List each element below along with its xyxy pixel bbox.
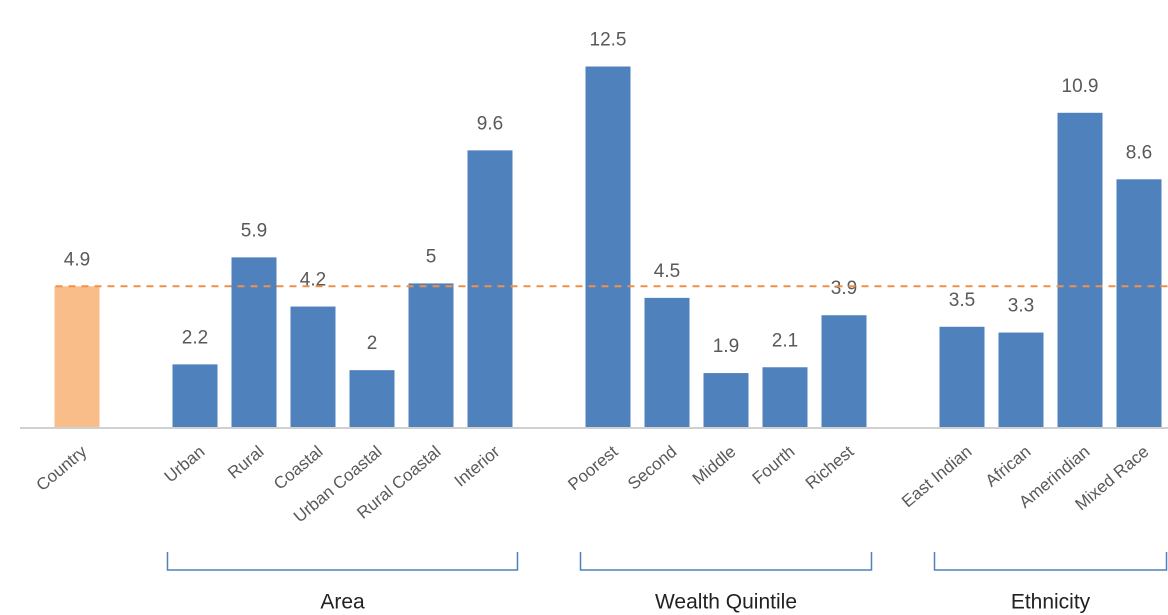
bar [231,257,277,428]
bar [467,150,513,429]
value-label: 4.9 [64,249,90,270]
bar [585,66,631,428]
bar [821,315,867,428]
group-bracket [166,552,519,571]
value-label: 1.9 [713,336,739,357]
value-label: 4.5 [654,261,680,282]
x-tick-label: African [982,442,1035,491]
value-label: 10.9 [1062,76,1099,97]
bar [54,286,100,428]
bar [1116,179,1162,428]
value-label: 5.9 [241,220,267,241]
bar [762,367,808,428]
value-label: 3.3 [1008,296,1034,317]
value-label: 3.5 [949,290,975,311]
x-tick-label: Richest [802,442,858,493]
group-label: Ethnicity [1011,591,1091,614]
group-label: Area [320,591,365,614]
x-tick-label: Rural [224,442,267,483]
x-tick-label: Fourth [749,442,799,488]
group-bracket [579,552,873,571]
group-label: Wealth Quintile [655,591,797,614]
group-bracket [933,552,1168,571]
x-tick-label: Poorest [564,442,621,494]
value-label: 2.1 [772,330,798,351]
bar [349,370,395,428]
value-label: 3.9 [831,278,857,299]
value-label: 12.5 [590,30,627,51]
bar [408,283,454,428]
x-tick-label: Interior [451,442,504,491]
x-tick-label: Middle [689,442,740,489]
value-label: 2 [367,333,378,354]
bar [703,373,749,428]
x-tick-label: Country [33,442,91,495]
value-label: 8.6 [1126,142,1152,163]
x-tick-label: Urban [161,442,209,486]
value-label: 5 [426,246,437,267]
bar [172,364,218,428]
bar [1057,112,1103,428]
value-label: 2.2 [182,327,208,348]
bar [939,326,985,428]
bar [290,306,336,428]
x-tick-label: Second [624,442,680,494]
value-label: 4.2 [300,270,326,291]
bar [644,297,690,428]
x-tick-label: Coastal [270,442,326,494]
x-tick-label: East Indian [898,442,975,511]
bar [998,332,1044,428]
value-label: 9.6 [477,113,503,134]
